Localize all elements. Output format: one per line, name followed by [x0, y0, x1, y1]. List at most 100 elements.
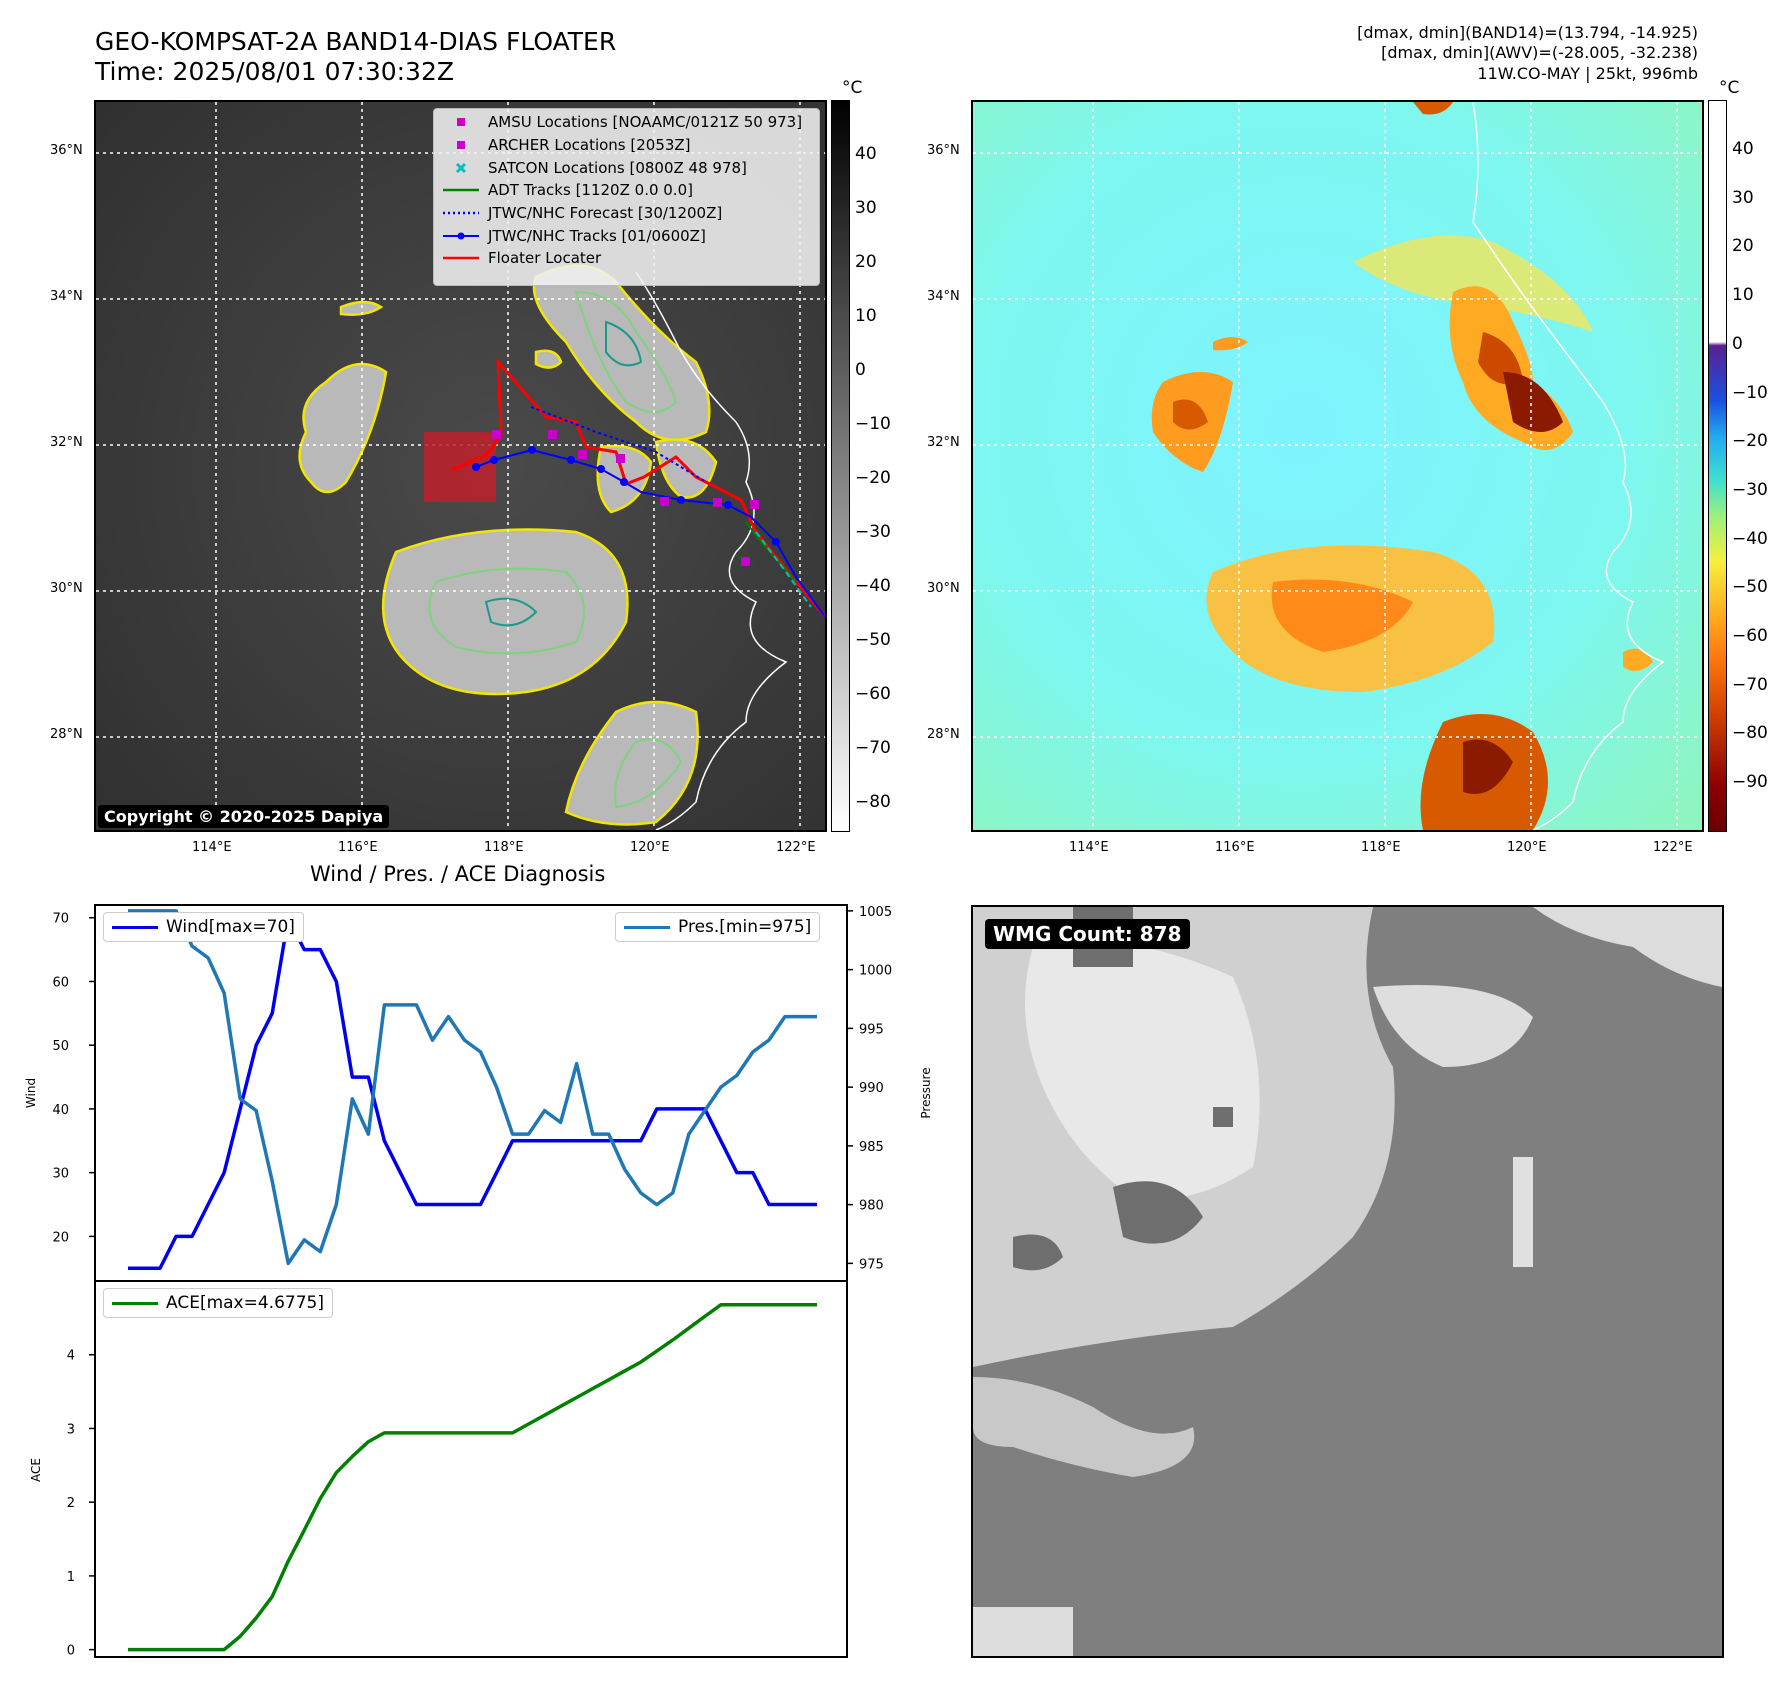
- lat-tick-label: 34°N: [927, 289, 960, 304]
- ir-colorbar-tick: 20: [855, 252, 877, 272]
- diagnosis-title: Wind / Pres. / ACE Diagnosis: [310, 862, 606, 886]
- legend-entry: JTWC/NHC Tracks [01/0600Z]: [434, 224, 819, 247]
- ace-ytick-label: 3: [67, 1422, 75, 1437]
- legend-entry: AMSU Locations [NOAAMC/0121Z 50 973]: [434, 111, 819, 134]
- lon-tick-label: 114°E: [192, 840, 232, 855]
- copyright: Copyright © 2020-2025 Dapiya: [98, 805, 390, 828]
- legend-label: ADT Tracks [1120Z 0.0 0.0]: [488, 181, 693, 200]
- lat-tick-label: 28°N: [927, 727, 960, 742]
- wind-ytick-label: 40: [52, 1103, 69, 1118]
- ace-legend: ACE[max=4.6775]: [103, 1288, 333, 1318]
- amsu-archer-points: [492, 430, 759, 566]
- pres-legend: Pres.[min=975]: [615, 912, 821, 942]
- legend-symbol: [438, 112, 484, 132]
- lat-tick-label: 34°N: [50, 289, 83, 304]
- pres-legend-label: Pres.[min=975]: [678, 917, 812, 937]
- enhanced-colorbar-tick: 30: [1732, 187, 1754, 208]
- jtwc-forecast-track: [530, 406, 707, 483]
- ir-colorbar: [831, 100, 850, 832]
- legend-label: Floater Locater: [488, 249, 602, 268]
- lon-tick-label: 118°E: [484, 840, 524, 855]
- legend-symbol: [438, 226, 484, 246]
- chart-time: Time: 2025/08/01 07:30:32Z: [95, 57, 454, 86]
- ir-coldest-contours: [484, 320, 643, 627]
- ace-ytick-label: 2: [67, 1496, 75, 1511]
- legend-label: ARCHER Locations [2053Z]: [488, 136, 691, 155]
- lon-tick-label: 114°E: [1069, 840, 1109, 855]
- wind-pres-axes: [94, 904, 848, 1282]
- ir-colorbar-tick: 10: [855, 306, 877, 326]
- enhanced-colorbar-tick: −70: [1732, 674, 1768, 695]
- legend-label: SATCON Locations [0800Z 48 978]: [488, 158, 747, 177]
- pres-legend-swatch: [624, 925, 670, 929]
- ace-series-line: [128, 1303, 817, 1652]
- legend-symbol: [438, 203, 484, 223]
- lon-tick-label: 116°E: [1215, 840, 1255, 855]
- wmg-panel: WMG Count: 878: [971, 905, 1724, 1658]
- enhanced-gridlines: [973, 102, 1702, 830]
- lat-tick-label: 36°N: [927, 143, 960, 158]
- adt-track: [745, 521, 797, 583]
- legend-symbol: [438, 248, 484, 268]
- enhanced-colorbar-tick: −10: [1732, 382, 1768, 403]
- legend-symbol: [438, 135, 484, 155]
- info-awv: [dmax, dmin](AWV)=(-28.005, -32.238): [1381, 43, 1698, 62]
- wmg-image: [973, 907, 1722, 1656]
- ir-colorbar-tick: −40: [855, 576, 891, 596]
- wind-series-line: [128, 915, 817, 1271]
- legend-label: JTWC/NHC Forecast [30/1200Z]: [488, 204, 723, 223]
- ir-cold-contours: [428, 290, 683, 809]
- chart-title: GEO-KOMPSAT-2A BAND14-DIAS FLOATER: [95, 27, 617, 56]
- ir-map-panel: AMSU Locations [NOAAMC/0121Z 50 973] ARCH…: [94, 100, 827, 832]
- wind-ytick-label: 50: [52, 1039, 69, 1054]
- lon-tick-label: 122°E: [1653, 840, 1693, 855]
- legend-entry: JTWC/NHC Forecast [30/1200Z]: [434, 202, 819, 225]
- pres-ytick-label: 980: [859, 1199, 884, 1214]
- enhanced-colorbar-tick: −80: [1732, 723, 1768, 744]
- lon-tick-label: 116°E: [338, 840, 378, 855]
- pres-ytick-label: 1005: [859, 905, 892, 920]
- pres-series-line: [128, 909, 817, 1266]
- ir-legend: AMSU Locations [NOAAMC/0121Z 50 973] ARCH…: [433, 108, 820, 286]
- enhanced-map-panel: [971, 100, 1704, 832]
- legend-entry: ADT Tracks [1120Z 0.0 0.0]: [434, 179, 819, 202]
- legend-entry: ARCHER Locations [2053Z]: [434, 134, 819, 157]
- ir-colorbar-tick: −20: [855, 468, 891, 488]
- enhanced-colorbar-tick: 10: [1732, 285, 1754, 306]
- wind-ytick-label: 70: [52, 912, 69, 927]
- ir-colorbar-tick: −30: [855, 522, 891, 542]
- info-storm: 11W.CO-MAY | 25kt, 996mb: [1477, 64, 1698, 83]
- enhanced-colorbar-tick: 20: [1732, 236, 1754, 257]
- wind-ytick-label: 30: [52, 1167, 69, 1182]
- legend-symbol: [438, 180, 484, 200]
- ace-legend-label: ACE[max=4.6775]: [166, 1293, 324, 1313]
- enhanced-coastline: [1472, 102, 1665, 830]
- lat-tick-label: 32°N: [50, 435, 83, 450]
- pres-ytick-label: 990: [859, 1081, 884, 1096]
- wind-legend: Wind[max=70]: [103, 912, 304, 942]
- ace-ylabel: ACE: [29, 1458, 43, 1482]
- legend-entry: SATCON Locations [0800Z 48 978]: [434, 156, 819, 179]
- legend-label: JTWC/NHC Tracks [01/0600Z]: [488, 226, 706, 245]
- ace-ytick-label: 0: [67, 1644, 75, 1659]
- enhanced-colorbar-tick: −60: [1732, 626, 1768, 646]
- ir-colorbar-tick: 0: [855, 360, 866, 380]
- legend-entry: Floater Locater: [434, 247, 819, 270]
- enhanced-colorbar-tick: −50: [1732, 577, 1768, 598]
- enhanced-cloud-areas: [1151, 102, 1653, 830]
- wmg-count-badge: WMG Count: 878: [985, 919, 1190, 949]
- ir-colorbar-tick: −70: [855, 738, 891, 758]
- legend-label: AMSU Locations [NOAAMC/0121Z 50 973]: [488, 113, 803, 132]
- satcon-track: [755, 531, 812, 608]
- wind-ytick-label: 60: [52, 975, 69, 990]
- ir-colorbar-tick: 30: [855, 198, 877, 218]
- enhanced-colorbar-unit: °C: [1719, 78, 1740, 98]
- ir-colorbar-tick: −50: [855, 630, 891, 650]
- enhanced-colorbar: [1708, 100, 1727, 832]
- legend-symbol: [438, 158, 484, 178]
- info-band14: [dmax, dmin](BAND14)=(13.794, -14.925): [1357, 23, 1698, 42]
- lon-tick-label: 120°E: [1507, 840, 1547, 855]
- pres-ytick-label: 985: [859, 1140, 884, 1155]
- ir-colorbar-tick: −80: [855, 792, 891, 812]
